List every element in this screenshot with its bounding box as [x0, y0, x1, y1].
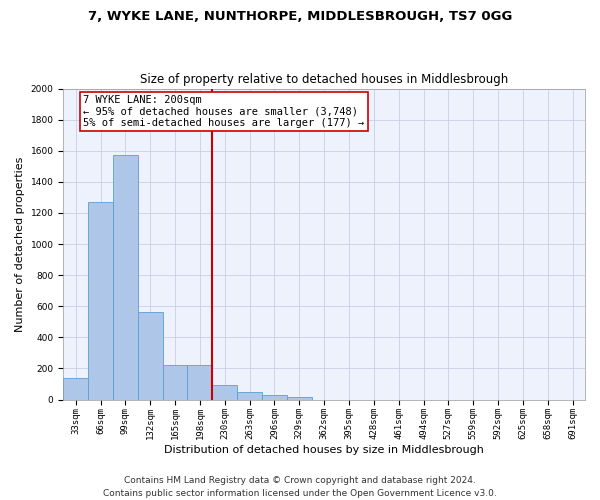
Bar: [187, 366, 212, 400]
Y-axis label: Number of detached properties: Number of detached properties: [15, 156, 25, 332]
Text: Contains HM Land Registry data © Crown copyright and database right 2024.
Contai: Contains HM Land Registry data © Crown c…: [103, 476, 497, 498]
Text: 7, WYKE LANE, NUNTHORPE, MIDDLESBROUGH, TS7 0GG: 7, WYKE LANE, NUNTHORPE, MIDDLESBROUGH, …: [88, 10, 512, 23]
Bar: [63, 378, 88, 400]
X-axis label: Distribution of detached houses by size in Middlesbrough: Distribution of detached houses by size …: [164, 445, 484, 455]
Text: 7 WYKE LANE: 200sqm
← 95% of detached houses are smaller (3,748)
5% of semi-deta: 7 WYKE LANE: 200sqm ← 95% of detached ho…: [83, 95, 364, 128]
Bar: [212, 385, 237, 400]
Bar: [138, 312, 163, 400]
Bar: [88, 202, 113, 400]
Bar: [237, 392, 262, 400]
Bar: [163, 366, 187, 400]
Bar: [262, 395, 287, 400]
Bar: [287, 397, 312, 400]
Bar: [113, 156, 138, 400]
Title: Size of property relative to detached houses in Middlesbrough: Size of property relative to detached ho…: [140, 73, 508, 86]
